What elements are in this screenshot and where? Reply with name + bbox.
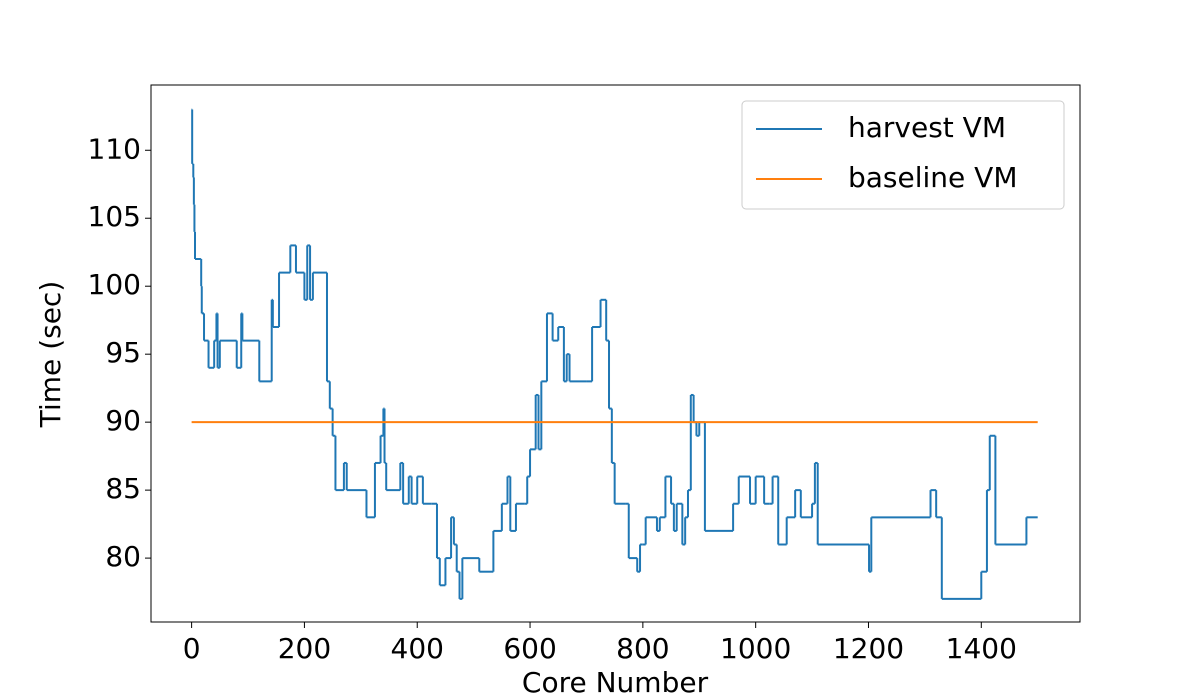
x-tick-label: 600 — [503, 632, 556, 665]
y-tick-label: 85 — [105, 472, 141, 505]
x-tick-label: 800 — [616, 632, 669, 665]
x-tick-label: 1400 — [946, 632, 1017, 665]
x-tick-label: 400 — [391, 632, 444, 665]
legend-label: harvest VM — [848, 111, 1006, 144]
x-tick-label: 1200 — [833, 632, 904, 665]
y-tick-label: 95 — [105, 336, 141, 369]
x-tick-label: 200 — [278, 632, 331, 665]
x-axis-label: Core Number — [522, 666, 709, 699]
y-axis-label: Time (sec) — [34, 281, 67, 428]
y-tick-label: 105 — [88, 200, 141, 233]
x-tick-label: 1000 — [720, 632, 791, 665]
y-tick-label: 110 — [88, 132, 141, 165]
x-tick-label: 0 — [183, 632, 201, 665]
y-tick-label: 90 — [105, 404, 141, 437]
y-tick-label: 100 — [88, 268, 141, 301]
plot-frame — [150, 84, 1081, 623]
legend-label: baseline VM — [848, 161, 1018, 194]
legend-box — [741, 100, 1065, 210]
y-tick-label: 80 — [105, 540, 141, 573]
